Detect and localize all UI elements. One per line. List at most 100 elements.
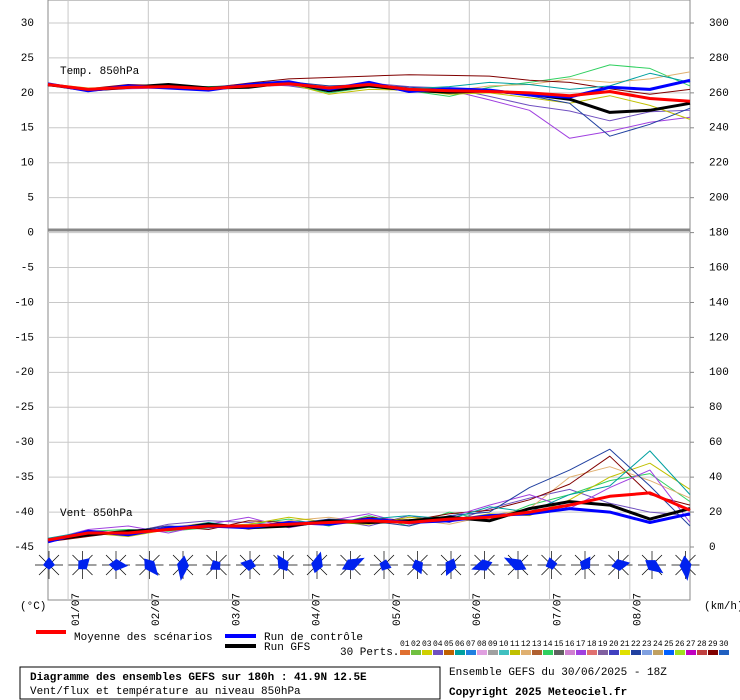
y2-tick-label: 20 (709, 507, 722, 519)
legend-code: 19 (598, 640, 608, 649)
legend-chip (576, 650, 586, 655)
y2-tick-label: 200 (709, 193, 729, 205)
legend-code: 10 (499, 640, 509, 649)
y-tick-label: -20 (14, 367, 34, 379)
panel-label: Vent 850hPa (60, 508, 133, 520)
legend-code: 22 (631, 640, 641, 649)
legend-code: 29 (708, 640, 718, 649)
legend-code: 12 (521, 640, 531, 649)
wind-rose (403, 551, 432, 579)
y-tick-label: -25 (14, 402, 34, 414)
legend-label: Run GFS (264, 642, 311, 654)
legend-chip (477, 650, 487, 655)
rose-shape (411, 559, 424, 575)
rose-shape (43, 557, 55, 570)
y-tick-label: -10 (14, 297, 34, 309)
legend-code: 28 (697, 640, 707, 649)
rose-shape (108, 559, 128, 571)
rose-shape (471, 559, 493, 571)
wind-rose (437, 551, 465, 579)
y-tick-label: 15 (21, 123, 34, 135)
legend-code: 17 (576, 640, 586, 649)
legend-chip (543, 650, 553, 655)
legend-code: 24 (653, 640, 663, 649)
wind-rose (336, 551, 365, 579)
legend-chip (675, 650, 685, 655)
rose-shape (611, 559, 631, 571)
y2-tick-label: 0 (709, 542, 716, 554)
rose-shape (78, 558, 90, 570)
legend-chip (620, 650, 630, 655)
x-tick-label: 05/07 (392, 593, 404, 626)
y2-tick-label: 120 (709, 332, 729, 344)
y-tick-label: -5 (21, 262, 34, 274)
footer-copyright: Copyright 2025 Meteociel.fr (449, 687, 627, 699)
y2-axis-label: (km/h) (704, 601, 740, 613)
legend-code: 08 (477, 640, 487, 649)
panel-label: Temp. 850hPa (60, 66, 140, 78)
legend-chip (554, 650, 564, 655)
labels: Temp. 850hPa Vent 850hPa (°C) (km/h) Moy… (14, 18, 740, 700)
legend-chip (532, 650, 542, 655)
legend-chip (719, 650, 729, 655)
legend-code: 13 (532, 640, 542, 649)
wind-rose (202, 551, 231, 579)
x-tick-label: 04/07 (312, 593, 324, 626)
legend-label: 30 Perts. (340, 647, 399, 659)
legend-chip (455, 650, 465, 655)
rose-shape (645, 560, 664, 574)
x-tick-label: 08/07 (633, 593, 645, 626)
legend-chip (708, 650, 718, 655)
wind-rose (68, 551, 97, 579)
y-tick-label: 25 (21, 53, 34, 65)
y2-tick-label: 180 (709, 228, 729, 240)
legend-chip (488, 650, 498, 655)
rose-shape (240, 559, 256, 571)
rose-shape (545, 557, 558, 570)
wind-roses (35, 551, 700, 581)
legend-code: 05 (444, 640, 454, 649)
plot-frame (47, 0, 691, 601)
legend-chip (444, 650, 454, 655)
y2-tick-label: 260 (709, 88, 729, 100)
y2-tick-label: 240 (709, 123, 729, 135)
legend-code: 21 (620, 640, 630, 649)
legend-code: 23 (642, 640, 652, 649)
legend-code: 11 (510, 640, 520, 649)
rose-shape (445, 558, 457, 576)
legend-chip (631, 650, 641, 655)
y-tick-label: -15 (14, 332, 34, 344)
footer-subtitle: Vent/flux et température au niveau 850hP… (30, 686, 301, 698)
rose-shape (311, 551, 323, 574)
legend-chip (499, 650, 509, 655)
legend-chip (664, 650, 674, 655)
rose-shape (579, 556, 591, 571)
legend-code: 18 (587, 640, 597, 649)
y-tick-label: 10 (21, 158, 34, 170)
wind-rose (537, 551, 566, 579)
footer-box (19, 666, 441, 700)
wind-rose (604, 551, 633, 579)
y2-tick-label: 280 (709, 53, 729, 65)
legend-code: 14 (543, 640, 553, 649)
legend-code: 25 (664, 640, 674, 649)
series-line (47, 491, 691, 542)
y2-tick-label: 40 (709, 472, 722, 484)
rose-shape (379, 559, 392, 571)
wind-rose (269, 551, 298, 579)
y-tick-label: 5 (27, 193, 34, 205)
y2-tick-label: 160 (709, 262, 729, 274)
y2-tick-label: 300 (709, 18, 729, 30)
legend-label: Moyenne des scénarios (74, 632, 213, 644)
legend-chip (411, 650, 421, 655)
wind-rose (503, 551, 532, 579)
legend-label: Run de contrôle (264, 632, 363, 644)
wind-rose (370, 551, 398, 579)
rose-shape (341, 557, 365, 571)
legend-chip (653, 650, 663, 655)
x-tick-label: 01/07 (71, 593, 83, 626)
y-tick-label: 20 (21, 88, 34, 100)
rose-shape (209, 560, 221, 570)
wind-rose (102, 551, 130, 579)
legend-chip (598, 650, 608, 655)
